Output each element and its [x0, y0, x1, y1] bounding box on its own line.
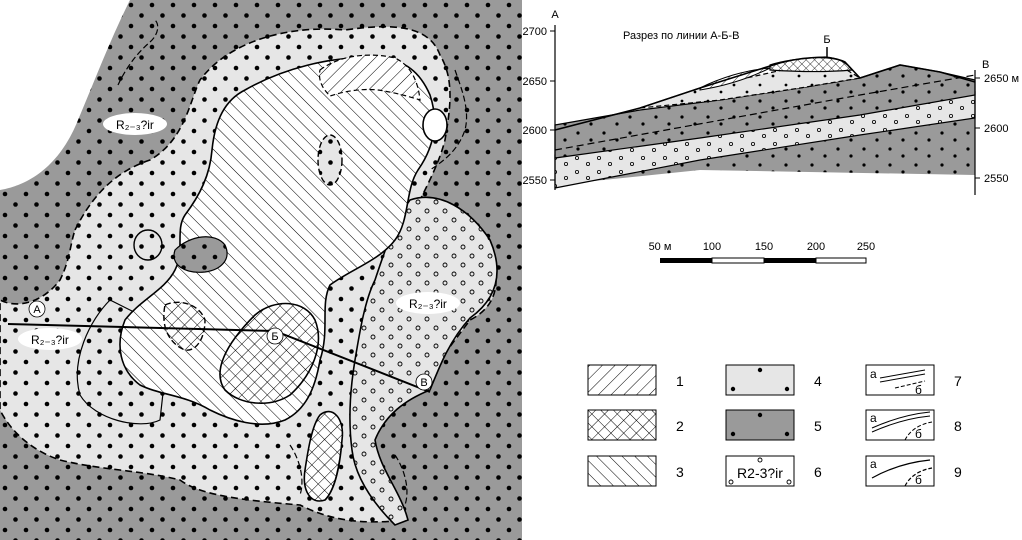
- map-crosshatch-unit: [163, 301, 206, 351]
- section-left-tick-label: 2600: [523, 125, 547, 137]
- legend: 1 2 3 4 5 R2-3?ir 6: [587, 364, 962, 487]
- legend-item-6: R2-3?ir 6: [725, 455, 822, 487]
- section-left-tick-label: 2650: [523, 76, 547, 88]
- svg-text:R2-3?ir: R2-3?ir: [737, 465, 783, 481]
- double-line-icon: [865, 409, 935, 441]
- map-label-right: R₂₋₃?ir: [396, 292, 460, 314]
- svg-text:б: б: [915, 383, 922, 397]
- section-right-tick-label: 2600: [984, 123, 1008, 135]
- legend-item-5: 5: [725, 409, 822, 441]
- svg-text:4: 4: [814, 373, 822, 389]
- svg-text:50 м: 50 м: [649, 241, 672, 253]
- section-left-ticks: [550, 30, 555, 181]
- hatch-icon: [587, 455, 657, 487]
- map-fault-line: [429, 69, 468, 171]
- section-left-letter: А: [551, 9, 559, 21]
- map-fault-line: [117, 19, 159, 86]
- svg-text:R₂₋₃?ir: R₂₋₃?ir: [31, 333, 69, 347]
- svg-text:б: б: [915, 427, 922, 441]
- svg-text:А: А: [33, 304, 41, 316]
- map-point-b: Б: [266, 327, 284, 345]
- svg-text:150: 150: [755, 241, 773, 253]
- svg-text:Б: Б: [271, 331, 278, 343]
- section-surface: [554, 56, 976, 131]
- svg-text:200: 200: [807, 241, 825, 253]
- svg-text:а: а: [870, 367, 877, 381]
- legend-item-3: 3: [587, 455, 684, 487]
- svg-text:а: а: [870, 457, 877, 471]
- svg-text:5: 5: [814, 418, 822, 434]
- svg-text:250: 250: [857, 241, 875, 253]
- svg-text:R₂₋₃?ir: R₂₋₃?ir: [409, 297, 447, 311]
- svg-text:100: 100: [703, 241, 721, 253]
- legend-item-2: 2: [587, 409, 684, 441]
- legend-item-8: а б 8: [865, 409, 962, 441]
- map-circles-unit: [349, 196, 498, 526]
- section-right-tick-label: 2550: [984, 173, 1008, 185]
- section-left-tick-label: 2550: [523, 175, 547, 187]
- crosshatch-icon: [587, 409, 657, 441]
- map-fault-line: [394, 454, 408, 506]
- legend-item-4: 4: [725, 364, 822, 396]
- map-island: [317, 134, 343, 186]
- svg-text:6: 6: [814, 464, 822, 480]
- scale-bar: 50 м 100 150 200 250: [649, 241, 875, 264]
- map-label-left-lower: R₂₋₃?ir: [18, 328, 82, 350]
- section-title: Разрез по линии А-Б-В: [623, 30, 739, 42]
- map-gray-island: [422, 108, 448, 142]
- svg-text:7: 7: [954, 373, 962, 389]
- map-corner-blank: [0, 0, 130, 190]
- map-point-v: В: [415, 373, 433, 391]
- section-top-letter: Б: [823, 34, 830, 46]
- map-island: [133, 229, 163, 261]
- section-dashed-contact: [554, 74, 976, 151]
- svg-text:R₂₋₃?ir: R₂₋₃?ir: [116, 118, 154, 132]
- section-right-tick-label: 2650 м: [984, 73, 1019, 85]
- legend-item-7: а б 7: [865, 364, 962, 397]
- map-label-left-upper: R₂₋₃?ir: [103, 113, 167, 135]
- legend-item-1: 1: [587, 364, 684, 396]
- hatch-light-icon: [587, 364, 657, 396]
- svg-text:8: 8: [954, 418, 962, 434]
- map-light-hatch-unit: [318, 54, 421, 101]
- svg-text:а: а: [870, 411, 877, 425]
- svg-text:1: 1: [676, 373, 684, 389]
- map-gray-island: [173, 236, 228, 273]
- legend-item-9: а б 9: [865, 455, 962, 487]
- svg-text:2: 2: [676, 418, 684, 434]
- svg-text:В: В: [420, 377, 427, 389]
- svg-text:б: б: [915, 473, 922, 487]
- map-crosshatch-unit: [219, 302, 320, 405]
- circles-symbol-icon: [725, 455, 795, 487]
- cross-section: А В Б Разрез по линии А-Б-В 2700 2650 26…: [523, 9, 1019, 195]
- section-left-tick-label: 2700: [523, 26, 547, 38]
- section-right-letter: В: [982, 59, 989, 71]
- svg-text:3: 3: [676, 464, 684, 480]
- map-point-a: А: [28, 300, 46, 318]
- map-crosshatch-unit: [303, 410, 344, 502]
- section-right-ticks: [975, 77, 980, 179]
- map-fault-line: [289, 444, 303, 496]
- svg-text:9: 9: [954, 464, 962, 480]
